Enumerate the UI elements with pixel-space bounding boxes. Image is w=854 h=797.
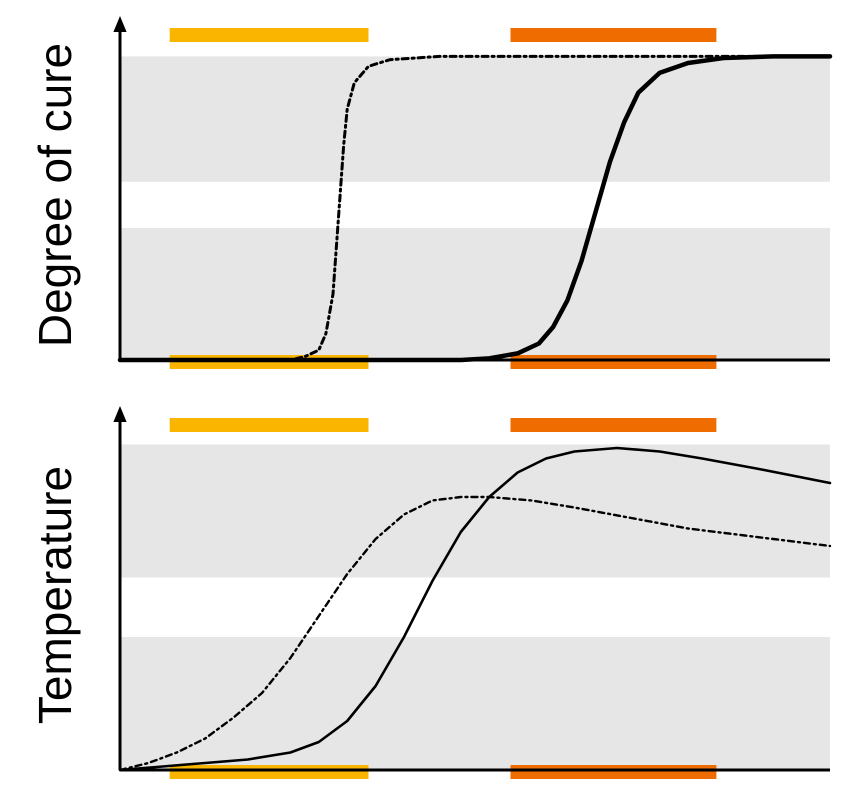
ylabel-temp: Temperature xyxy=(28,435,82,755)
ylabel-cure: Degree of cure xyxy=(28,35,82,355)
figure: Degree of cure Temperature xyxy=(0,0,854,797)
chart-svg xyxy=(0,0,854,797)
